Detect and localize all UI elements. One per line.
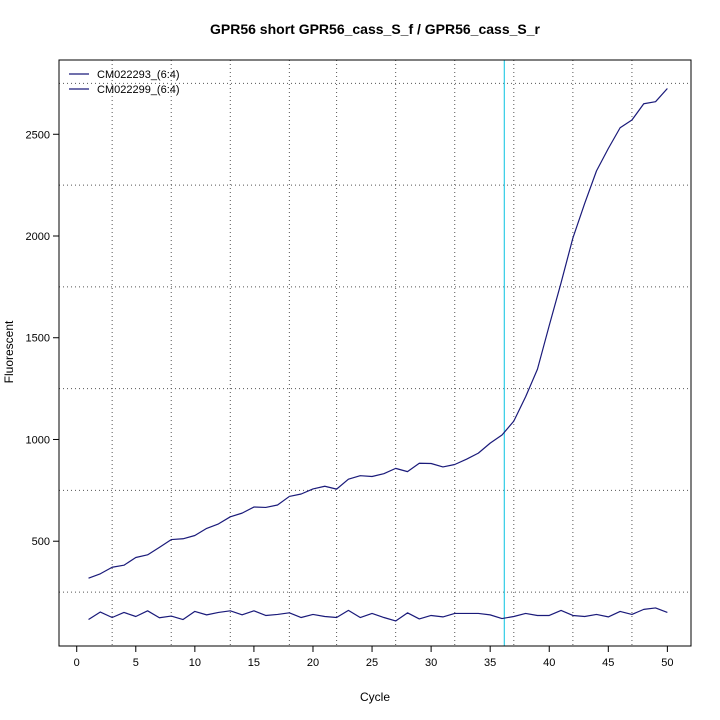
x-tick-label: 30 bbox=[425, 657, 437, 669]
legend-label: CM022293_(6:4) bbox=[97, 69, 180, 81]
x-tick-label: 10 bbox=[189, 657, 201, 669]
x-tick-label: 15 bbox=[248, 657, 260, 669]
series-line-1 bbox=[88, 88, 668, 579]
x-tick-label: 0 bbox=[74, 657, 80, 669]
y-tick-label: 1000 bbox=[26, 434, 50, 446]
series-layer bbox=[88, 88, 668, 622]
y-axis-label: Fluorescent bbox=[2, 320, 16, 383]
chart-title: GPR56 short GPR56_cass_S_f / GPR56_cass_… bbox=[210, 21, 541, 37]
x-tick-label: 20 bbox=[307, 657, 319, 669]
y-tick-label: 500 bbox=[32, 536, 50, 548]
x-tick-label: 25 bbox=[366, 657, 378, 669]
y-axis: 500 1000 1500 2000 2500 bbox=[26, 129, 59, 548]
x-tick-label: 40 bbox=[543, 657, 555, 669]
legend-label: CM022299_(6:4) bbox=[97, 84, 180, 96]
y-tick-label: 2000 bbox=[26, 231, 50, 243]
legend: CM022293_(6:4) CM022299_(6:4) bbox=[69, 69, 180, 96]
y-tick-label: 2500 bbox=[26, 129, 50, 141]
x-tick-label: 35 bbox=[484, 657, 496, 669]
x-tick-label: 5 bbox=[133, 657, 139, 669]
x-axis-label: Cycle bbox=[360, 690, 390, 704]
x-axis: 0 5 10 15 20 25 30 35 40 45 50 bbox=[74, 645, 673, 669]
series-line-2 bbox=[88, 607, 668, 622]
y-tick-label: 1500 bbox=[26, 333, 50, 345]
grid bbox=[59, 60, 691, 646]
x-tick-label: 45 bbox=[602, 657, 614, 669]
x-tick-label: 50 bbox=[661, 657, 673, 669]
